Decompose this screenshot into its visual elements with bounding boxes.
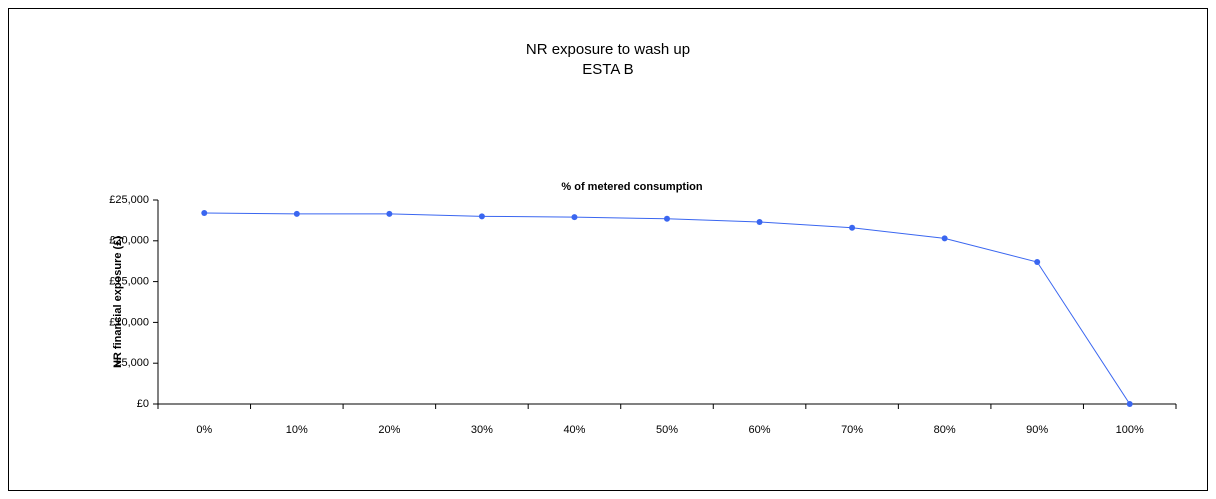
x-tick-label: 100% — [1116, 424, 1144, 436]
x-tick-label: 70% — [841, 424, 863, 436]
x-tick-label: 40% — [563, 424, 585, 436]
point — [756, 219, 763, 226]
y-tick-label: £20,000 — [109, 235, 149, 247]
chart-frame — [8, 8, 1208, 491]
point — [1034, 259, 1041, 266]
point — [941, 235, 948, 242]
y-tick-label: £0 — [137, 398, 149, 410]
chart-title: NR exposure to wash up — [526, 41, 690, 58]
point — [1126, 401, 1133, 407]
x-tick-label: 50% — [656, 424, 678, 436]
y-tick-label: £10,000 — [109, 316, 149, 328]
x-tick-label: 0% — [196, 424, 212, 436]
y-tick-label: £25,000 — [109, 194, 149, 206]
point — [571, 214, 578, 221]
x-tick-label: 60% — [749, 424, 771, 436]
y-tick-label: £5,000 — [115, 357, 149, 369]
point — [664, 215, 670, 222]
point — [849, 224, 856, 231]
point — [293, 210, 300, 217]
y-tick-label: £15,000 — [109, 276, 149, 288]
x-axis-title: % of metered consumption — [561, 181, 702, 193]
x-tick-label: 90% — [1026, 424, 1048, 436]
point — [201, 210, 208, 217]
y-axis-title: NR financial exposure (£) — [112, 236, 124, 368]
point — [386, 210, 393, 217]
point — [478, 213, 485, 220]
x-tick-label: 80% — [934, 424, 956, 436]
x-tick-label: 30% — [471, 424, 493, 436]
chart-subtitle: ESTA B — [582, 61, 633, 78]
x-tick-label: 20% — [378, 424, 400, 436]
x-tick-label: 10% — [286, 424, 308, 436]
